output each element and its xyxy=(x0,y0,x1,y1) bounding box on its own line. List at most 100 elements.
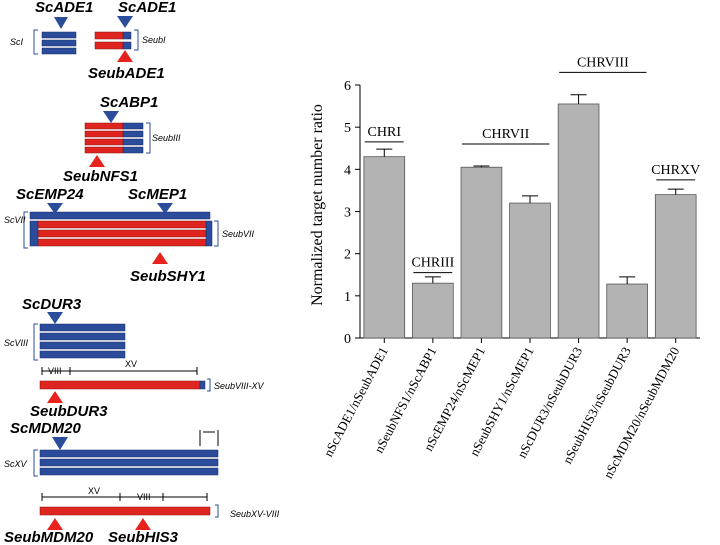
chromosome xyxy=(37,229,207,238)
chromosome xyxy=(37,220,207,229)
bar xyxy=(557,103,600,339)
chromosome xyxy=(122,31,132,40)
label: ScI xyxy=(10,37,24,47)
bar xyxy=(460,166,503,339)
chromosome xyxy=(122,146,144,154)
error-bar xyxy=(570,94,587,104)
label: XV xyxy=(125,359,137,369)
chromosome xyxy=(205,220,213,247)
annotation: CHRXV xyxy=(651,163,700,178)
chromosome xyxy=(84,122,124,130)
label: SeubMDM20 xyxy=(4,529,94,545)
region-scale xyxy=(199,430,219,446)
label: ScVIII xyxy=(4,338,29,348)
y-tick-label: 1 xyxy=(344,290,351,305)
marker xyxy=(157,203,173,214)
diagram: ScADE1 ScADE1 ScI SeubI SeubADE1 ScABP1 … xyxy=(4,0,280,545)
region-scale xyxy=(41,493,208,501)
label: XV xyxy=(88,486,100,496)
y-tick-label: 6 xyxy=(344,79,351,94)
chromosome xyxy=(39,380,201,390)
marker xyxy=(103,111,119,123)
marker xyxy=(152,252,168,264)
label: ScADE1 xyxy=(35,0,93,16)
label: ScMEP1 xyxy=(128,186,187,203)
bracket xyxy=(33,29,38,55)
label: SeubHIS3 xyxy=(108,529,179,545)
label: SeubVII xyxy=(222,229,255,239)
y-tick-label: 3 xyxy=(344,206,351,221)
annotation: CHRVII xyxy=(482,127,529,142)
chromosome xyxy=(122,138,144,146)
bracket xyxy=(134,29,139,51)
label: SeubADE1 xyxy=(88,65,165,82)
bar xyxy=(509,202,551,339)
y-tick-label: 5 xyxy=(344,121,351,136)
label: ScDUR3 xyxy=(22,296,82,313)
bracket xyxy=(215,504,219,518)
annotation: CHRI xyxy=(368,125,402,140)
bracket xyxy=(207,378,211,392)
chromosome xyxy=(122,41,132,50)
chromosome xyxy=(39,506,211,516)
bar xyxy=(412,282,454,339)
bracket xyxy=(146,122,151,154)
marker xyxy=(117,16,133,28)
chromosome xyxy=(122,122,144,130)
chromosome xyxy=(39,341,126,350)
error-bar xyxy=(473,165,490,168)
chromosome xyxy=(84,138,124,146)
marker xyxy=(47,203,63,214)
bar xyxy=(363,156,406,339)
bracket xyxy=(214,220,219,247)
label: ScABP1 xyxy=(100,94,158,111)
error-bar xyxy=(424,276,441,284)
chromosome xyxy=(29,211,211,220)
chromosome xyxy=(37,238,207,247)
bar xyxy=(654,194,697,339)
label: SeubI xyxy=(142,35,166,45)
y-tick-label: 4 xyxy=(344,163,351,178)
label: ScEMP24 xyxy=(16,186,84,203)
chromosome xyxy=(41,31,77,39)
chromosome xyxy=(84,146,124,154)
bracket xyxy=(33,323,38,361)
error-bar xyxy=(376,148,393,157)
bar-chart: Normalized target number ratio 0123456nS… xyxy=(309,55,700,481)
label: ScMDM20 xyxy=(10,420,82,437)
chromosome xyxy=(39,350,126,359)
chromosome xyxy=(41,47,77,55)
label: ScADE1 xyxy=(118,0,176,16)
chromosome xyxy=(199,380,206,390)
region-scale xyxy=(41,367,198,375)
y-tick-label: 0 xyxy=(344,332,351,347)
marker xyxy=(117,50,133,62)
chromosome xyxy=(39,458,219,467)
chromosome xyxy=(94,41,124,50)
marker xyxy=(47,518,63,530)
y-tick-label: 2 xyxy=(344,248,351,263)
bracket xyxy=(23,211,28,249)
label: SeubVIII-XV xyxy=(214,381,265,391)
chromosome xyxy=(94,31,124,40)
label: ScVII xyxy=(4,215,26,225)
marker xyxy=(54,17,68,29)
chromosome xyxy=(29,220,39,247)
annotation: CHRVIII xyxy=(577,55,629,70)
marker xyxy=(47,391,63,403)
bar xyxy=(606,283,648,339)
chromosome xyxy=(39,467,219,476)
chromosome xyxy=(84,130,124,138)
label: VIII xyxy=(137,492,151,502)
chromosome xyxy=(41,39,77,47)
label: SeubIII xyxy=(152,133,181,143)
chromosome xyxy=(39,323,126,332)
label: SeubDUR3 xyxy=(30,403,108,420)
chromosome xyxy=(122,130,144,138)
marker xyxy=(89,155,105,167)
error-bar xyxy=(619,276,636,285)
bracket xyxy=(33,449,38,477)
label: SeubSHY1 xyxy=(130,268,206,285)
label: VIII xyxy=(48,366,62,376)
